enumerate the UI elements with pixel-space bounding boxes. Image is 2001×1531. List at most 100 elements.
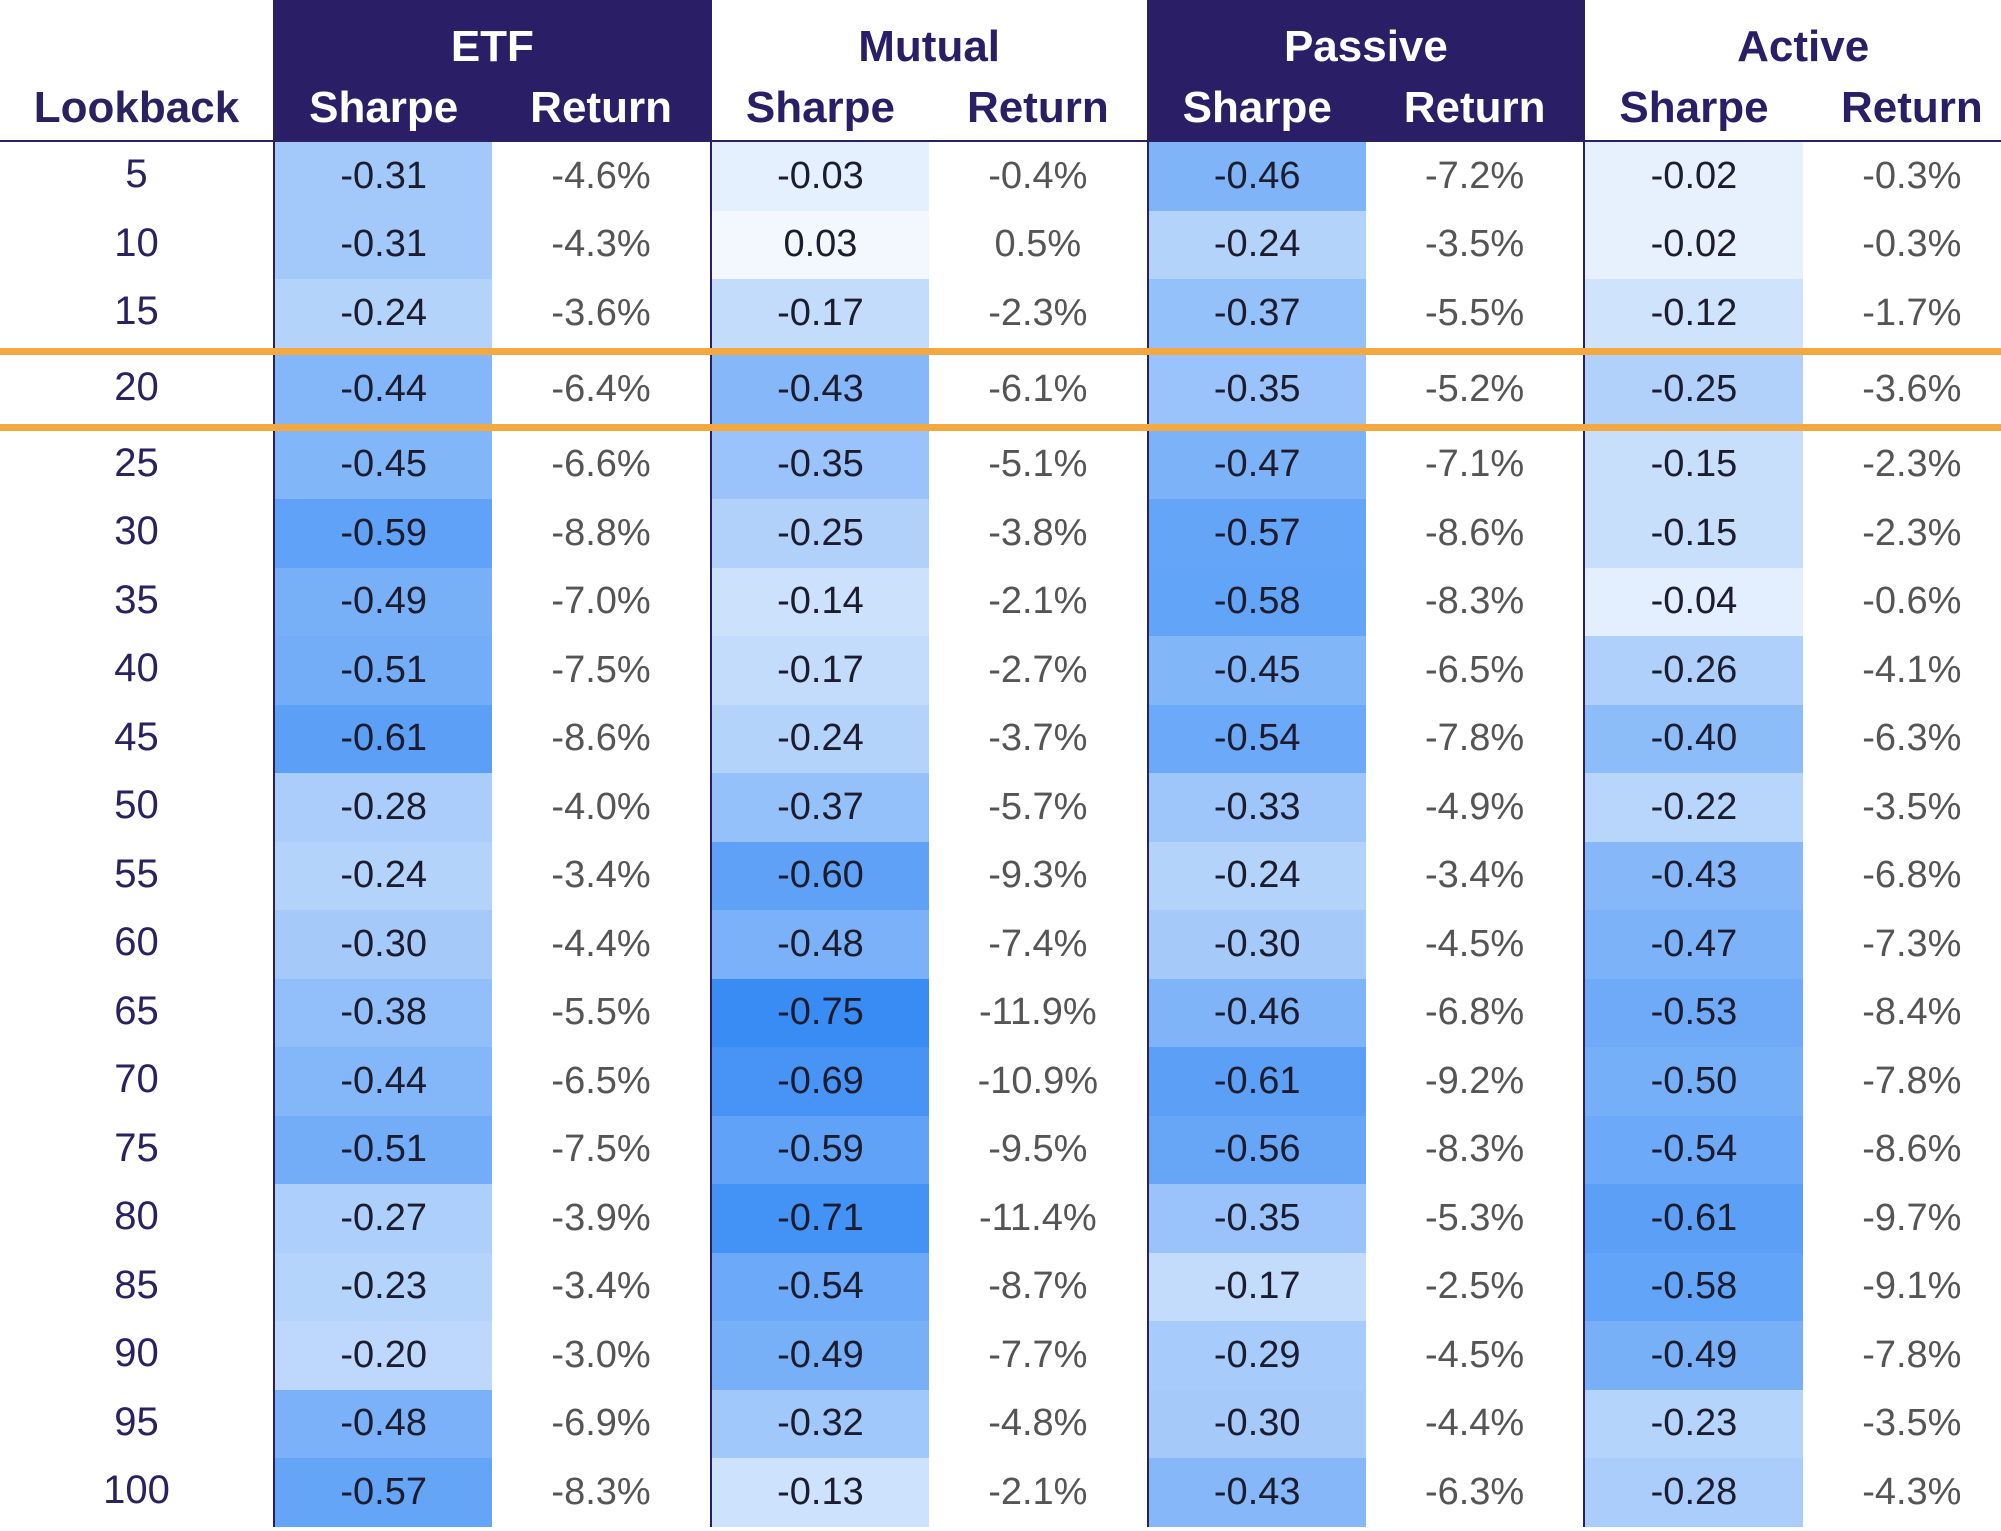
etf-sharpe-cell: -0.24 — [272, 841, 493, 910]
mutual-sharpe-cell: -0.24 — [709, 704, 930, 773]
table-row: 85 -0.23 -3.4% -0.54 -8.7% -0.17 -2.5% -0.58 -9.… — [0, 1252, 2001, 1321]
active-return-cell: -6.3% — [1802, 704, 2001, 773]
etf-sharpe-cell: -0.31 — [272, 210, 493, 279]
etf-sharpe-cell: -0.20 — [272, 1321, 493, 1390]
active-return-cell: -7.8% — [1802, 1321, 2001, 1390]
passive-sharpe-cell: -0.24 — [1146, 210, 1366, 279]
etf-sharpe-cell: -0.38 — [272, 978, 493, 1047]
active-sharpe-cell: -0.12 — [1583, 279, 1803, 351]
etf-return-cell: -6.5% — [492, 1047, 711, 1116]
active-sharpe-cell: -0.58 — [1583, 1252, 1803, 1321]
passive-sharpe-cell: -0.45 — [1146, 636, 1366, 705]
passive-sharpe-cell: -0.54 — [1146, 704, 1366, 773]
table-row: 75 -0.51 -7.5% -0.59 -9.5% -0.56 -8.3% -0.54 -8.… — [0, 1115, 2001, 1184]
active-return-cell: -0.3% — [1802, 210, 2001, 279]
etf-sharpe-cell: -0.44 — [272, 347, 493, 431]
active-sharpe-cell: -0.02 — [1583, 210, 1803, 279]
mutual-return-cell: -11.9% — [929, 978, 1148, 1047]
etf-return-cell: -8.3% — [492, 1458, 711, 1527]
etf-return-cell: -6.6% — [492, 427, 711, 499]
mutual-sharpe-cell: 0.03 — [709, 210, 930, 279]
table-row: 40 -0.51 -7.5% -0.17 -2.7% -0.45 -6.5% -0.26 -4.… — [0, 636, 2001, 705]
mutual-return-cell: -2.3% — [929, 279, 1148, 351]
passive-return-cell: -9.2% — [1365, 1047, 1585, 1116]
mutual-return-cell: 0.5% — [929, 210, 1148, 279]
passive-sharpe-header: Sharpe — [1146, 76, 1366, 142]
passive-return-cell: -2.5% — [1365, 1252, 1585, 1321]
active-return-cell: -2.3% — [1802, 427, 2001, 499]
etf-sharpe-cell: -0.24 — [272, 279, 493, 351]
passive-sharpe-cell: -0.47 — [1146, 427, 1366, 499]
passive-return-header: Return — [1365, 76, 1585, 142]
active-return-cell: -1.7% — [1802, 279, 2001, 351]
passive-return-cell: -7.2% — [1365, 141, 1585, 211]
mutual-return-cell: -7.4% — [929, 910, 1148, 979]
mutual-return-cell: -10.9% — [929, 1047, 1148, 1116]
etf-sharpe-cell: -0.31 — [272, 141, 493, 211]
table-row: 15 -0.24 -3.6% -0.17 -2.3% -0.37 -5.5% -0.12 -1.… — [0, 279, 2001, 351]
mutual-sharpe-cell: -0.03 — [709, 141, 930, 211]
passive-sharpe-cell: -0.29 — [1146, 1321, 1366, 1390]
active-return-cell: -6.8% — [1802, 841, 2001, 910]
mutual-sharpe-cell: -0.60 — [709, 841, 930, 910]
lookback-cell: 70 — [114, 1057, 159, 1101]
mutual-sharpe-cell: -0.13 — [709, 1458, 930, 1527]
etf-return-cell: -7.0% — [492, 567, 711, 636]
table-row: 70 -0.44 -6.5% -0.69 -10.9% -0.61 -9.2% -0.50 -7… — [0, 1047, 2001, 1116]
active-sharpe-cell: -0.15 — [1583, 427, 1803, 499]
mutual-sharpe-cell: -0.49 — [709, 1321, 930, 1390]
mutual-return-header: Return — [929, 76, 1148, 142]
passive-sharpe-cell: -0.17 — [1146, 1252, 1366, 1321]
lookback-cell: 50 — [114, 783, 159, 827]
active-sharpe-cell: -0.25 — [1583, 347, 1803, 431]
etf-sharpe-header: Sharpe — [272, 76, 493, 142]
active-return-cell: -7.8% — [1802, 1047, 2001, 1116]
mutual-sharpe-cell: -0.25 — [709, 499, 930, 568]
etf-sharpe-cell: -0.48 — [272, 1389, 493, 1458]
active-return-cell: -9.1% — [1802, 1252, 2001, 1321]
corner-cell — [0, 0, 274, 76]
passive-return-cell: -4.5% — [1365, 1321, 1585, 1390]
active-sharpe-cell: -0.53 — [1583, 978, 1803, 1047]
active-sharpe-cell: -0.02 — [1583, 141, 1803, 211]
active-return-cell: -9.7% — [1802, 1184, 2001, 1253]
mutual-sharpe-cell: -0.17 — [709, 279, 930, 351]
active-return-cell: -3.5% — [1802, 773, 2001, 842]
etf-return-cell: -4.0% — [492, 773, 711, 842]
passive-return-cell: -5.2% — [1365, 347, 1585, 431]
passive-return-cell: -5.3% — [1365, 1184, 1585, 1253]
table-row: 45 -0.61 -8.6% -0.24 -3.7% -0.54 -7.8% -0.40 -6.… — [0, 704, 2001, 773]
lookback-cell: 20 — [0, 347, 274, 431]
lookback-cell: 65 — [114, 988, 159, 1033]
mutual-sharpe-cell: -0.14 — [709, 567, 930, 636]
passive-sharpe-cell: -0.46 — [1146, 141, 1366, 211]
lookback-cell: 60 — [114, 920, 159, 964]
etf-return-cell: -6.4% — [492, 347, 711, 431]
etf-return-cell: -3.6% — [492, 279, 711, 351]
lookback-cell: 100 — [103, 1468, 170, 1512]
etf-sharpe-cell: -0.28 — [272, 773, 493, 842]
active-return-cell: -0.6% — [1802, 567, 2001, 636]
table-row: 10 -0.31 -4.3% 0.03 0.5% -0.24 -3.5% -0.02 -0.3% — [0, 210, 2001, 279]
passive-return-cell: -7.8% — [1365, 704, 1585, 773]
group-header-mutual: Mutual — [709, 0, 1148, 76]
etf-sharpe-cell: -0.27 — [272, 1184, 493, 1253]
active-sharpe-cell: -0.43 — [1583, 841, 1803, 910]
group-header-active: Active — [1583, 0, 2001, 76]
mutual-return-cell: -5.7% — [929, 773, 1148, 842]
lookback-cell: 10 — [114, 220, 159, 265]
active-sharpe-cell: -0.54 — [1583, 1115, 1803, 1184]
table-row: 20 -0.44 -6.4% -0.43 -6.1% -0.35 -5.2% -0.25 -3.… — [0, 347, 2001, 431]
mutual-return-cell: -9.3% — [929, 841, 1148, 910]
active-return-cell: -7.3% — [1802, 910, 2001, 979]
active-sharpe-cell: -0.49 — [1583, 1321, 1803, 1390]
passive-sharpe-cell: -0.57 — [1146, 499, 1366, 568]
etf-return-cell: -3.9% — [492, 1184, 711, 1253]
lookback-header: Lookback — [0, 76, 274, 142]
lookback-cell: 55 — [114, 851, 159, 896]
table-row: 90 -0.20 -3.0% -0.49 -7.7% -0.29 -4.5% -0.49 -7.… — [0, 1321, 2001, 1390]
passive-sharpe-cell: -0.33 — [1146, 773, 1366, 842]
active-sharpe-cell: -0.47 — [1583, 910, 1803, 979]
passive-sharpe-cell: -0.58 — [1146, 567, 1366, 636]
